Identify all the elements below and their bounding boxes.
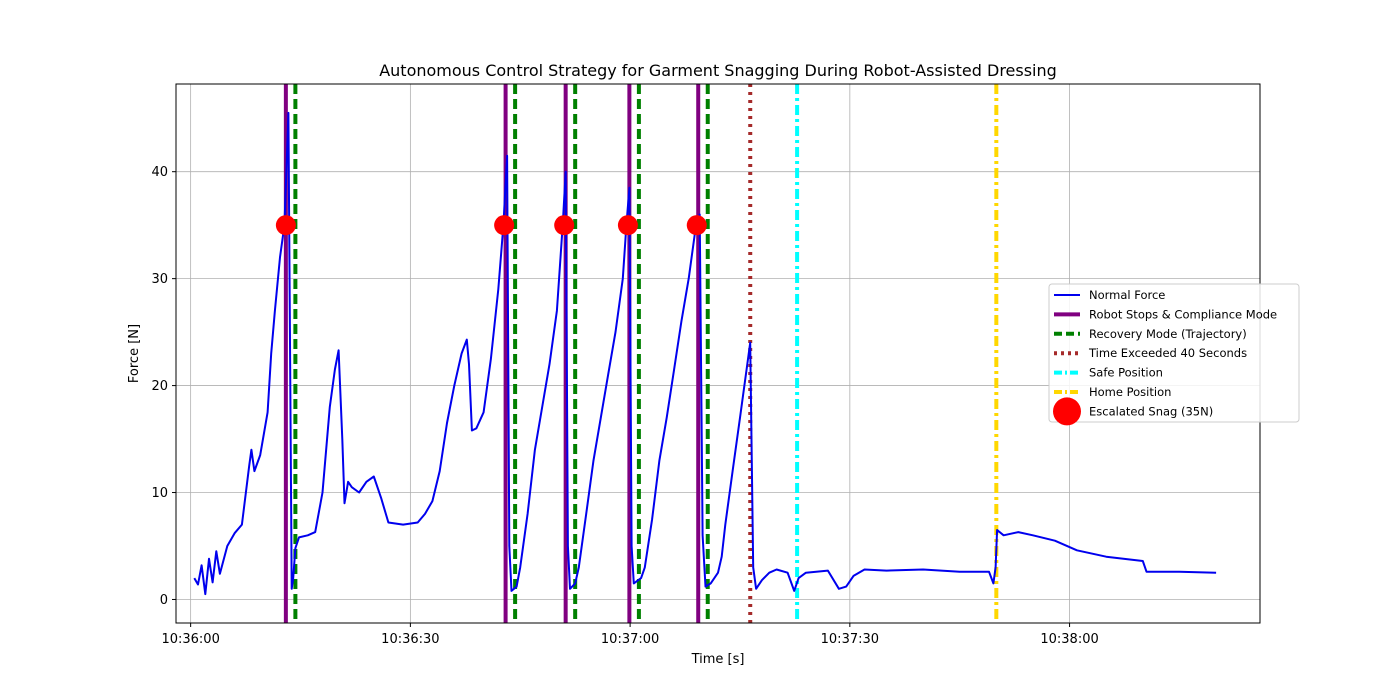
legend-label-normal-force: Normal Force xyxy=(1089,288,1165,302)
legend-swatch-escalated-snag-35n xyxy=(1053,397,1081,426)
x-tick-label: 10:37:30 xyxy=(821,632,879,647)
event-lines xyxy=(283,84,999,623)
x-axis-label: Time [s] xyxy=(691,652,745,667)
y-tick-label: 0 xyxy=(160,593,168,608)
escalated-snag-marker xyxy=(554,215,575,236)
x-tick-label: 10:37:00 xyxy=(601,632,659,647)
x-tick-label: 10:36:30 xyxy=(381,632,439,647)
escalated-snag-marker xyxy=(617,215,638,236)
y-tick-label: 40 xyxy=(151,165,168,180)
legend-box xyxy=(1048,283,1300,423)
y-tick-label: 30 xyxy=(151,272,168,287)
escalated-snag-marker xyxy=(686,215,707,236)
force-series xyxy=(193,111,1217,596)
legend-label-time-exceeded-40-seconds: Time Exceeded 40 Seconds xyxy=(1088,346,1247,360)
chart-title: Autonomous Control Strategy for Garment … xyxy=(379,61,1057,80)
y-axis-label: Force [N] xyxy=(127,324,142,383)
y-tick-label: 10 xyxy=(151,486,168,501)
legend-label-robot-stops-compliance-mode: Robot Stops & Compliance Mode xyxy=(1089,307,1277,321)
y-tick-label: 20 xyxy=(151,379,168,394)
escalated-snag-marker xyxy=(275,215,296,236)
x-tick-label: 10:36:00 xyxy=(161,632,219,647)
normal-force-line xyxy=(193,111,1217,596)
legend-label-escalated-snag-35n: Escalated Snag (35N) xyxy=(1089,404,1213,418)
legend-label-home-position: Home Position xyxy=(1089,385,1171,399)
escalated-snag-marker xyxy=(494,215,515,236)
snag-markers xyxy=(275,215,707,236)
axis-ticks: 10:36:00 10:36:30 10:37:00 10:37:30 10:38:00… xyxy=(151,165,1098,647)
legend: Normal Force Robot Stops & Compliance Mod… xyxy=(1048,283,1300,426)
legend-label-safe-position: Safe Position xyxy=(1089,366,1163,380)
legend-label-recovery-mode-trajectory: Recovery Mode (Trajectory) xyxy=(1089,327,1247,341)
x-tick-label: 10:38:00 xyxy=(1040,632,1098,647)
